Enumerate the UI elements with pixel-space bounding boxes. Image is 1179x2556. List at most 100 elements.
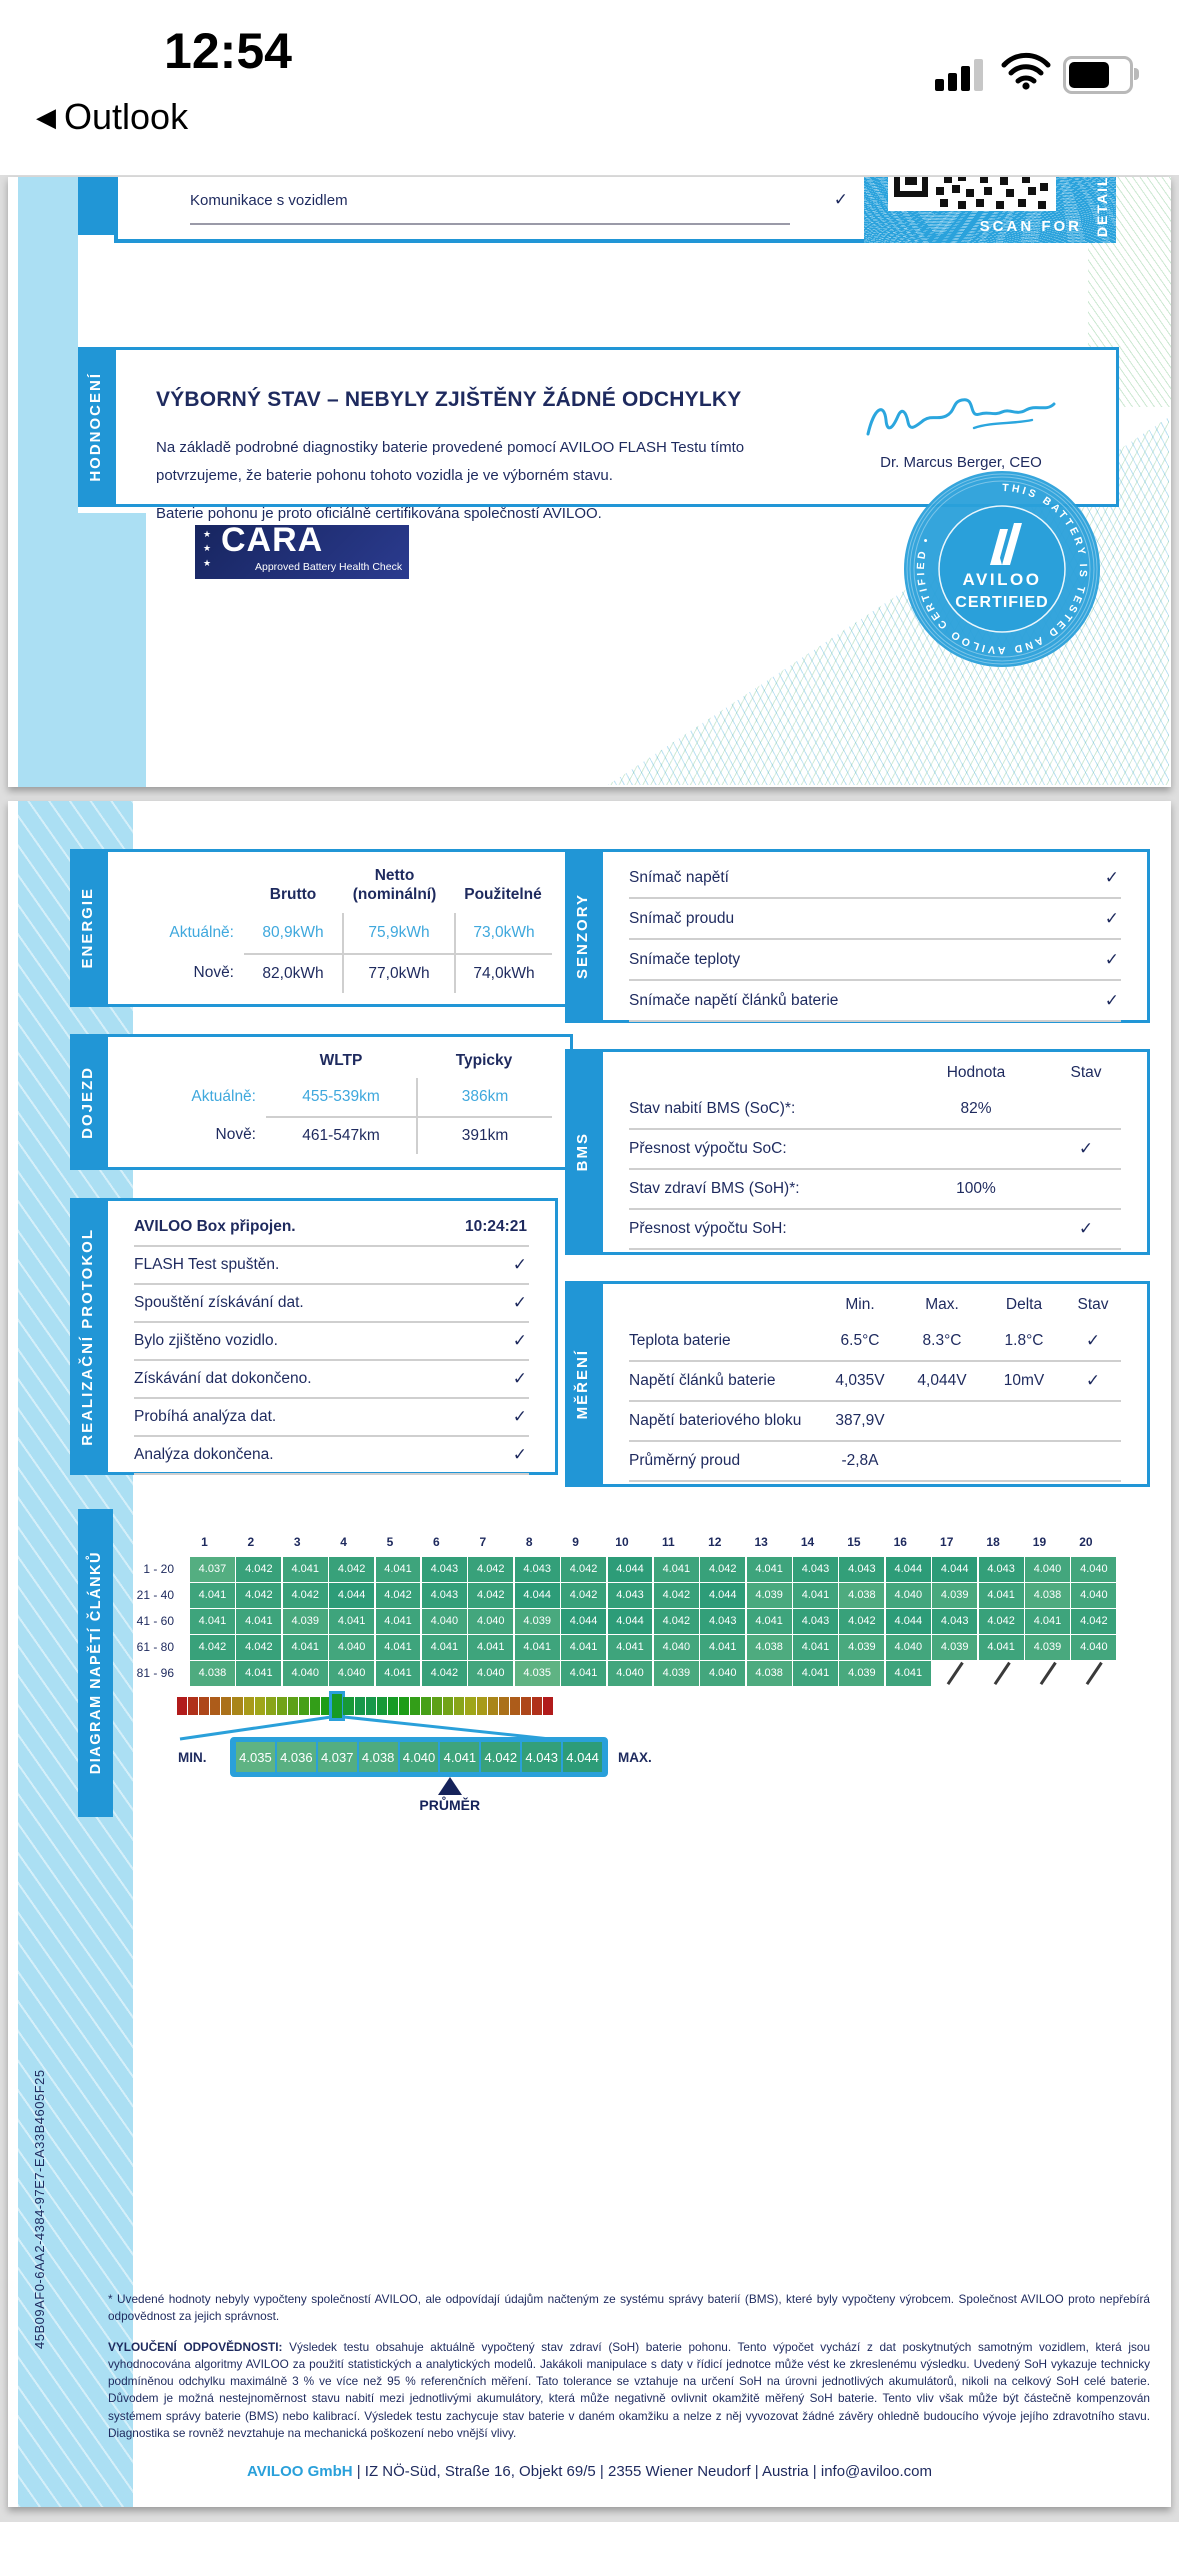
voltage-cell: 4.042 [468, 1583, 514, 1608]
hodnoceni-section-label: HODNOCENÍ [78, 347, 113, 507]
diagram-section-label: DIAGRAM NAPĚTÍ ČLÁNKŮ [78, 1509, 113, 1817]
voltage-cell: 4.042 [839, 1609, 885, 1634]
disclaimer: VYLOUČENÍ ODPOVĚDNOSTI: Výsledek testu o… [108, 2340, 1150, 2440]
voltage-cell: 4.041 [468, 1635, 514, 1660]
mereni-header-stav: Stav [1077, 1296, 1109, 1313]
voltage-cell: 4.041 [375, 1557, 421, 1582]
voltage-cell: 4.041 [653, 1557, 699, 1582]
voltage-cell: 4.041 [978, 1583, 1024, 1608]
voltage-cell: 4.044 [561, 1609, 607, 1634]
voltage-cell: 4.043 [978, 1557, 1024, 1582]
voltage-cell: 4.044 [607, 1609, 653, 1634]
cell-voltage-diagram: 1 2 3 4 5 6 7 8 9 10 11 12 13 14 15 16 17 18 19 20 1 - 20 4.… [118, 1509, 1168, 1819]
voltage-cell: 4.037 [190, 1557, 235, 1582]
voltage-cell: 4.043 [932, 1609, 978, 1634]
voltage-cell: 4.042 [282, 1583, 328, 1608]
max-label: MAX. [618, 1749, 652, 1765]
voltage-cell: 4.040 [885, 1583, 931, 1608]
check-icon: ✓ [512, 1369, 527, 1388]
check-icon: ✓ [512, 1255, 527, 1274]
check-icon: ✓ [1104, 867, 1119, 887]
voltage-cell: 4.041 [236, 1609, 282, 1634]
voltage-cell: 4.042 [421, 1661, 467, 1686]
voltage-cell: 4.042 [978, 1609, 1024, 1634]
hodnoceni-section: HODNOCENÍ VÝBORNÝ STAV – NEBYLY ZJIŠTĚNY… [78, 347, 1119, 522]
voltage-cell: 4.040 [653, 1635, 699, 1660]
document-uuid: 45B09AF0-6AA2-4384-97E7-EA33B4605F25 [32, 2069, 47, 2349]
average-label: PRŮMĚR [419, 1797, 481, 1813]
voltage-cell [1025, 1661, 1070, 1686]
check-icon: ✓ [512, 1407, 527, 1426]
check-icon: ✓ [1104, 990, 1119, 1010]
voltage-cell: 4.039 [932, 1635, 978, 1660]
communication-row-label: Komunikace s vozidlem [190, 191, 348, 209]
dojezd-section-label: DOJEZD [79, 1065, 96, 1139]
energie-header-netto: Netto (nominální) [352, 867, 437, 904]
cell-voltage-row: 21 - 40 4.041 4.042 4.042 4.044 4.042 4.043 4.0… [118, 1583, 1168, 1608]
qr-code [888, 177, 1056, 211]
voltage-cell: 4.039 [514, 1609, 560, 1634]
voltage-cell: 4.041 [793, 1583, 838, 1608]
voltage-cell: 4.040 [329, 1635, 375, 1660]
voltage-cell: 4.044 [514, 1583, 560, 1608]
check-icon: ✓ [1078, 1219, 1094, 1238]
voltage-cell: 4.040 [885, 1635, 931, 1660]
signature-image [866, 398, 1056, 436]
verdict-paragraph-2: Baterie pohonu je proto oficiálně certif… [156, 504, 602, 522]
voltage-cell: 4.043 [839, 1557, 885, 1582]
cara-logo: ★ ★ ★ CARA Approved Battery Health Check [195, 525, 409, 579]
cellular-signal-icon [935, 55, 983, 91]
voltage-cell: 4.038 [746, 1661, 792, 1686]
cara-wordmark: CARA [221, 525, 324, 559]
voltage-cell: 4.043 [421, 1557, 467, 1582]
cell-voltage-row: 41 - 60 4.041 4.041 4.039 4.041 4.041 4.040 4.0… [118, 1609, 1168, 1634]
voltage-cell: 4.040 [468, 1661, 514, 1686]
back-icon: ◀ [36, 101, 56, 132]
check-icon: ✓ [1085, 1331, 1101, 1350]
company-name: AVILOO GmbH [247, 2463, 353, 2480]
report-page-2: 45B09AF0-6AA2-4384-97E7-EA33B4605F25 ENE… [8, 801, 1171, 2507]
voltage-cell: 4.041 [190, 1583, 235, 1608]
energie-section: ENERGIE Brutto Netto (nominální) Použite… [70, 849, 573, 1007]
check-icon: ✓ [1104, 908, 1119, 928]
voltage-cell: 4.041 [561, 1635, 607, 1660]
voltage-cell: 4.043 [793, 1609, 838, 1634]
voltage-cell: 4.041 [421, 1635, 467, 1660]
voltage-cell: 4.042 [561, 1583, 607, 1608]
company-address: | IZ NÖ-Süd, Straße 16, Objekt 69/5 | 23… [352, 2463, 932, 2480]
voltage-cell: 4.041 [329, 1609, 375, 1634]
voltage-cell: 4.044 [329, 1583, 375, 1608]
voltage-cell: 4.041 [793, 1635, 838, 1660]
back-label: Outlook [64, 96, 189, 137]
pdf-viewer[interactable]: Komunikace s vozidlem ✓ [0, 175, 1179, 2522]
voltage-cell: 4.038 [190, 1661, 235, 1686]
signature-name: Dr. Marcus Berger, CEO [880, 454, 1042, 471]
voltage-cell: 4.041 [978, 1635, 1024, 1660]
aviloo-certified-badge: THIS BATTERY IS TESTED AND AVILOO CERTIF… [902, 469, 1102, 669]
voltage-cell: 4.040 [1025, 1557, 1070, 1582]
voltage-cell [932, 1661, 978, 1686]
bms-section: BMS Hodnota Stav Stav nabití BMS (SoC)*:… [565, 1049, 1150, 1255]
back-to-outlook-button[interactable]: ◀ Outlook [36, 96, 188, 138]
voltage-cell [978, 1661, 1024, 1686]
average-marker-icon [437, 1777, 462, 1795]
voltage-cell: 4.039 [746, 1583, 792, 1608]
min-label: MIN. [178, 1749, 207, 1765]
energie-section-label: ENERGIE [79, 887, 96, 969]
voltage-cell: 4.042 [653, 1609, 699, 1634]
check-icon: ✓ [1078, 1139, 1094, 1158]
voltage-cell: 4.040 [1071, 1583, 1117, 1608]
qr-banner: SCAN FOR DETAILS [864, 177, 1116, 243]
scale-tick-cells: 4.035 4.036 4.037 4.038 4.040 4.041 4.042 4.043… [230, 1737, 608, 1777]
disclaimer-title: VYLOUČENÍ ODPOVĚDNOSTI: [108, 2340, 283, 2355]
cell-voltage-row: 81 - 96 4.038 4.041 4.040 4.040 4.041 4.042 4.0… [118, 1661, 1168, 1686]
voltage-cell: 4.042 [375, 1583, 421, 1608]
voltage-cell: 4.043 [700, 1609, 746, 1634]
voltage-cell: 4.040 [468, 1609, 514, 1634]
protokol-time: 10:24:21 [464, 1218, 527, 1235]
voltage-cell: 4.042 [236, 1635, 282, 1660]
voltage-cell: 4.039 [282, 1609, 328, 1634]
protokol-section: REALIZAČNÍ PROTOKOL AVILOO Box připojen.… [70, 1198, 558, 1475]
voltage-cell: 4.038 [746, 1635, 792, 1660]
badge-certified: CERTIFIED [955, 594, 1048, 611]
